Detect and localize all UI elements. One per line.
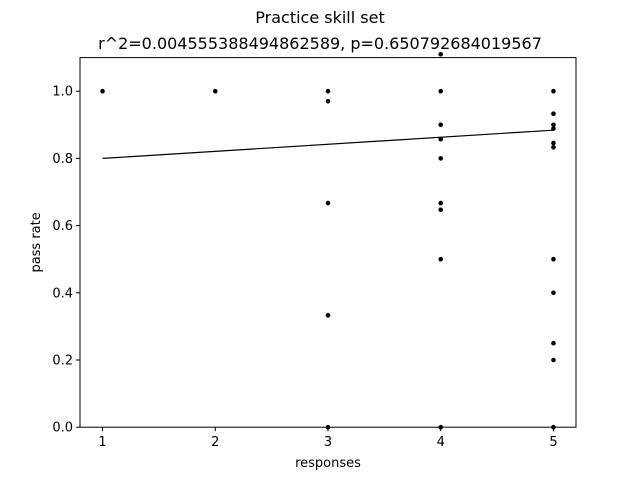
- data-point: [438, 136, 444, 142]
- data-point: [325, 98, 331, 104]
- x-tick-label: 2: [211, 435, 219, 450]
- y-axis-label: pass rate: [29, 212, 44, 272]
- chart-subtitle: r^2=0.004555388494862589, p=0.6507926840…: [98, 34, 542, 53]
- data-point: [551, 145, 556, 150]
- axes-frame: [79, 57, 577, 428]
- data-point: [551, 122, 556, 128]
- data-point: [212, 88, 218, 94]
- data-point: [438, 256, 444, 262]
- y-tick-label: 0.0: [52, 421, 73, 436]
- y-tick-label: 1.0: [52, 85, 73, 100]
- x-axis-label: responses: [295, 456, 361, 471]
- x-tick-label: 1: [98, 435, 106, 450]
- data-point: [100, 88, 105, 94]
- data-point: [551, 256, 556, 262]
- data-point: [551, 111, 556, 117]
- y-tick-label: 0.6: [52, 219, 73, 234]
- data-point: [438, 122, 444, 128]
- y-tick-label: 0.8: [52, 152, 73, 167]
- data-point: [325, 313, 331, 318]
- data-point: [551, 357, 556, 363]
- data-point: [551, 140, 556, 146]
- data-point: [551, 126, 556, 131]
- chart-title: Practice skill set: [255, 8, 384, 27]
- y-tick-label: 0.4: [52, 286, 73, 301]
- data-point: [551, 340, 556, 346]
- data-point: [551, 88, 556, 94]
- data-point: [438, 207, 444, 213]
- x-tick-label: 3: [324, 435, 332, 450]
- x-tick-label: 5: [549, 435, 557, 450]
- y-tick-label: 0.2: [52, 354, 73, 369]
- plot-area: 1 2 3 4 5 0.0 0.2 0.4 0.6 0.8 1.0: [52, 51, 558, 450]
- data-point: [551, 290, 556, 296]
- data-point: [325, 200, 331, 206]
- x-tick-label: 4: [437, 435, 445, 450]
- data-point: [325, 88, 331, 94]
- data-point: [438, 51, 444, 57]
- data-point: [438, 88, 444, 94]
- data-point: [438, 156, 444, 161]
- regression-line: [102, 129, 554, 159]
- data-point: [438, 200, 444, 206]
